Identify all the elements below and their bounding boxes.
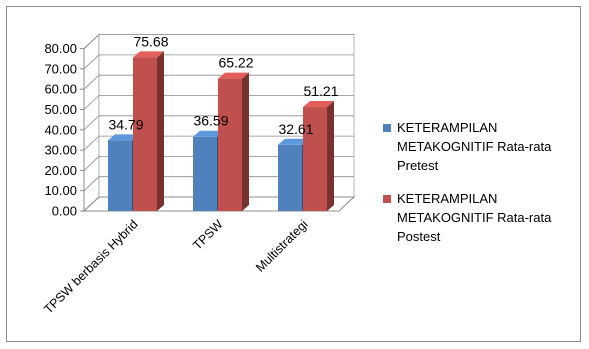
gridline xyxy=(83,34,354,49)
bar-front xyxy=(193,136,217,211)
bar-top xyxy=(218,72,249,79)
bar-front xyxy=(278,144,302,211)
data-label: 32.61 xyxy=(278,121,313,137)
category-label: TPSW xyxy=(190,217,226,253)
y-tick-label: 10.00 xyxy=(44,183,77,198)
data-label: 65.22 xyxy=(218,55,253,71)
gridline xyxy=(83,54,354,70)
legend-swatch-postest xyxy=(383,195,391,203)
y-axis-ticks: 0.00 10.00 20.00 30.00 40.00 50.00 60.00 70.00 8… xyxy=(44,41,84,219)
gridline xyxy=(83,74,354,90)
data-label: 51.21 xyxy=(303,83,338,99)
bar-side xyxy=(157,51,164,211)
bar-postest-2 xyxy=(218,72,249,212)
bar-side xyxy=(327,101,334,211)
y-tick-label: 80.00 xyxy=(44,41,77,56)
y-tick-label: 60.00 xyxy=(44,82,77,97)
bars xyxy=(108,51,334,212)
category-label: Multistrategi xyxy=(253,217,311,275)
bar-front xyxy=(303,107,327,211)
bar-top xyxy=(108,134,139,141)
y-tick-label: 70.00 xyxy=(44,61,77,76)
y-tick-label: 30.00 xyxy=(44,143,77,158)
gridline xyxy=(83,115,354,131)
data-label: 36.59 xyxy=(193,113,228,129)
bar-top xyxy=(303,101,334,108)
data-label: 34.79 xyxy=(108,116,143,132)
bar-front xyxy=(218,78,242,212)
bar-top xyxy=(278,138,309,145)
category-label: TPSW berbasis Hybrid xyxy=(41,217,140,316)
data-label: 75.68 xyxy=(133,33,168,49)
y-tick-label: 40.00 xyxy=(44,122,77,137)
legend-label-postest: KETERAMPILAN METAKOGNITIF Rata-rata Post… xyxy=(397,191,552,244)
y-tick-label: 50.00 xyxy=(44,102,77,117)
bar-front xyxy=(133,57,157,211)
bar-front xyxy=(108,140,132,211)
legend-item-postest: KETERAMPILAN METAKOGNITIF Rata-rata Post… xyxy=(383,189,578,246)
y-tick-label: 20.00 xyxy=(44,163,77,178)
legend: KETERAMPILAN METAKOGNITIF Rata-rata Pret… xyxy=(383,118,578,260)
legend-item-pretest: KETERAMPILAN METAKOGNITIF Rata-rata Pret… xyxy=(383,118,578,175)
category-labels: TPSW berbasis Hybrid TPSW Multistrategi xyxy=(41,217,310,316)
legend-label-pretest: KETERAMPILAN METAKOGNITIF Rata-rata Pret… xyxy=(397,120,552,173)
legend-swatch-pretest xyxy=(383,124,391,132)
gridline xyxy=(83,196,354,212)
y-tick-label: 0.00 xyxy=(52,204,77,219)
bar-top xyxy=(133,51,164,58)
bar-postest-1 xyxy=(133,51,164,211)
gridline xyxy=(83,176,354,191)
gridline xyxy=(83,95,354,110)
bar-top xyxy=(193,130,224,137)
bar-side xyxy=(242,72,249,212)
gridlines xyxy=(83,34,354,212)
gridline xyxy=(83,155,354,171)
data-labels: 34.79 75.68 36.59 65.22 32.61 51.21 xyxy=(108,33,338,136)
gridline xyxy=(83,135,354,151)
bar-postest-3 xyxy=(303,101,334,211)
